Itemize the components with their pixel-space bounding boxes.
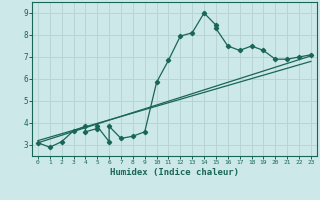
X-axis label: Humidex (Indice chaleur): Humidex (Indice chaleur) xyxy=(110,168,239,177)
